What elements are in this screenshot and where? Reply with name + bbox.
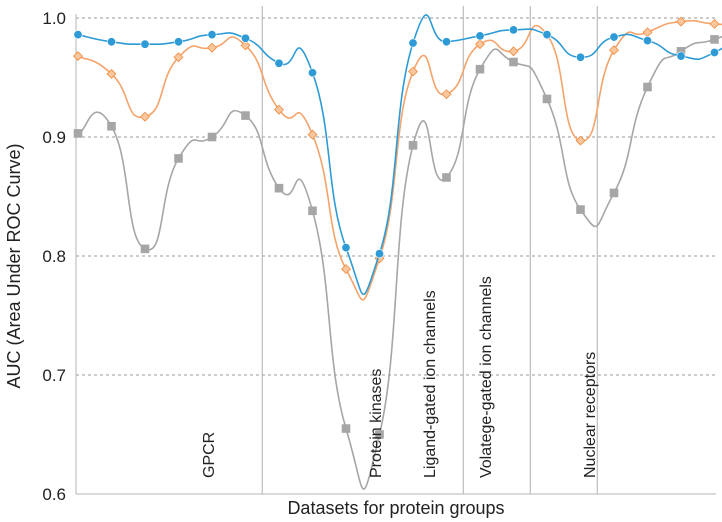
series-3-point bbox=[475, 64, 485, 74]
series-1-point bbox=[274, 58, 284, 68]
series-2 bbox=[73, 16, 722, 301]
series-1-point bbox=[676, 51, 686, 61]
series-2-point bbox=[207, 42, 217, 53]
series-2-point bbox=[441, 89, 452, 100]
y-tick-label: 1.0 bbox=[42, 9, 66, 28]
y-tick-label: 0.6 bbox=[42, 485, 66, 504]
group-label-1: Protein kinases bbox=[368, 369, 385, 478]
series-3 bbox=[73, 35, 722, 490]
group-label-3: Volatege-gated ion channels bbox=[478, 276, 495, 478]
y-tick-label: 0.8 bbox=[42, 247, 66, 266]
series-2-point bbox=[575, 135, 586, 146]
series-2-point bbox=[106, 68, 117, 79]
series-3-point bbox=[140, 244, 150, 254]
series-3-point bbox=[509, 57, 518, 67]
y-tick-label: 0.9 bbox=[42, 128, 66, 147]
group-label-4: Nuclear receptors bbox=[582, 352, 599, 478]
group-label-0: GPCR bbox=[201, 432, 218, 478]
series-1-point bbox=[73, 30, 83, 40]
series-3-point bbox=[609, 188, 619, 198]
series-1-point bbox=[341, 243, 351, 253]
series-2-line bbox=[77, 19, 722, 301]
series-1-point bbox=[542, 30, 552, 40]
series-3-point bbox=[308, 206, 317, 216]
series-2-point bbox=[676, 16, 686, 27]
series-3-point bbox=[542, 94, 552, 104]
series-2-point bbox=[508, 46, 519, 57]
series-2-point bbox=[140, 111, 150, 122]
series-3-point bbox=[643, 82, 652, 92]
series-3-point bbox=[408, 141, 418, 150]
series-3-point bbox=[442, 173, 451, 182]
series-2-point bbox=[408, 66, 418, 77]
gridlines bbox=[76, 17, 716, 376]
x-axis-title: Datasets for protein groups bbox=[287, 498, 504, 518]
group-labels: GPCR Protein kinases Ligand-gated ion chan… bbox=[201, 276, 599, 478]
series-layer bbox=[73, 14, 722, 490]
series-3-point bbox=[207, 132, 217, 142]
series-1-point bbox=[374, 249, 384, 259]
series-2-point bbox=[709, 18, 720, 29]
series-1-point bbox=[207, 30, 217, 40]
series-2-point bbox=[73, 51, 83, 62]
y-tick-label: 0.7 bbox=[42, 366, 66, 385]
series-3-point bbox=[73, 129, 83, 138]
series-1-point bbox=[475, 31, 485, 41]
series-1 bbox=[73, 14, 722, 295]
series-3-point bbox=[241, 111, 250, 120]
series-3-point bbox=[107, 121, 116, 131]
series-1-point bbox=[307, 68, 317, 78]
group-dividers bbox=[261, 6, 598, 494]
series-3-point bbox=[174, 154, 183, 163]
series-2-point bbox=[274, 104, 284, 115]
series-2-point bbox=[609, 45, 619, 56]
axes: 0.6 0.7 0.8 0.9 1.0 bbox=[42, 9, 716, 504]
series-1-point bbox=[174, 37, 184, 47]
series-2-point bbox=[341, 264, 351, 275]
series-2-point bbox=[173, 52, 184, 63]
series-3-line bbox=[77, 35, 722, 490]
series-3-point bbox=[676, 47, 686, 56]
series-3-point bbox=[375, 430, 384, 439]
series-2-point bbox=[475, 39, 485, 50]
series-3-point bbox=[341, 424, 351, 433]
series-1-point bbox=[408, 38, 418, 48]
series-1-point bbox=[709, 48, 719, 58]
series-1-point bbox=[609, 32, 619, 42]
series-1-line bbox=[77, 14, 722, 295]
series-1-point bbox=[642, 36, 652, 46]
series-1-point bbox=[107, 37, 117, 47]
series-1-point bbox=[575, 52, 585, 62]
y-axis-title: AUC (Area Under ROC Curve) bbox=[4, 143, 24, 388]
group-label-2: Ligand-gated ion channels bbox=[422, 290, 439, 478]
series-3-point bbox=[274, 183, 284, 193]
series-2-point bbox=[642, 27, 653, 38]
series-2-point bbox=[307, 129, 318, 140]
series-3-point bbox=[710, 35, 719, 44]
series-1-point bbox=[241, 33, 251, 43]
series-3-point bbox=[576, 205, 585, 214]
series-1-point bbox=[508, 25, 518, 35]
series-1-point bbox=[441, 37, 451, 47]
series-1-point bbox=[140, 39, 150, 49]
series-2-point bbox=[240, 40, 251, 51]
